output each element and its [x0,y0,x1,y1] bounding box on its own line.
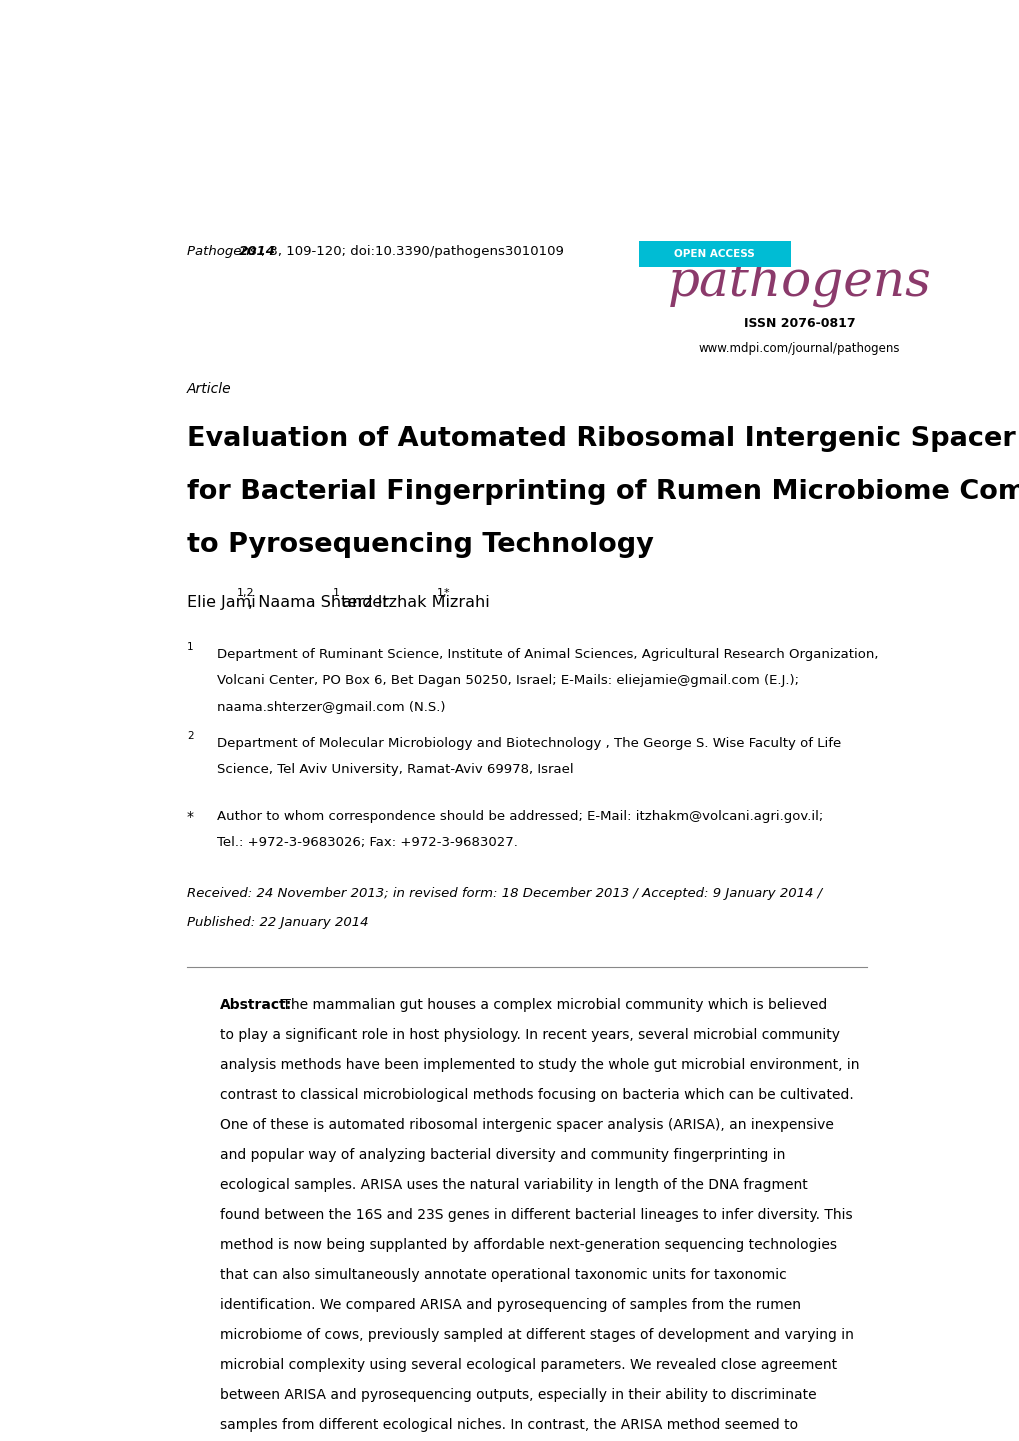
Text: 2: 2 [186,731,194,741]
Text: ecological samples. ARISA uses the natural variability in length of the DNA frag: ecological samples. ARISA uses the natur… [220,1179,807,1192]
Text: Published: 22 January 2014: Published: 22 January 2014 [186,916,368,929]
Text: , 3, 109-120; doi:10.3390/pathogens3010109: , 3, 109-120; doi:10.3390/pathogens30101… [261,245,564,258]
Text: One of these is automated ribosomal intergenic spacer analysis (ARISA), an inexp: One of these is automated ribosomal inte… [220,1118,834,1133]
Text: Pathogens: Pathogens [186,245,261,258]
Text: OPEN ACCESS: OPEN ACCESS [674,249,754,259]
Text: microbial complexity using several ecological parameters. We revealed close agre: microbial complexity using several ecolo… [220,1357,837,1372]
Text: pathogens: pathogens [666,258,930,307]
Text: analysis methods have been implemented to study the whole gut microbial environm: analysis methods have been implemented t… [220,1058,859,1072]
Text: that can also simultaneously annotate operational taxonomic units for taxonomic: that can also simultaneously annotate op… [220,1268,786,1282]
Text: found between the 16S and 23S genes in different bacterial lineages to infer div: found between the 16S and 23S genes in d… [220,1208,852,1222]
Text: identification. We compared ARISA and pyrosequencing of samples from the rumen: identification. We compared ARISA and py… [220,1298,800,1311]
Text: microbiome of cows, previously sampled at different stages of development and va: microbiome of cows, previously sampled a… [220,1329,853,1342]
FancyBboxPatch shape [638,241,790,267]
Text: samples from different ecological niches. In contrast, the ARISA method seemed t: samples from different ecological niches… [220,1418,797,1432]
Text: Tel.: +972-3-9683026; Fax: +972-3-9683027.: Tel.: +972-3-9683026; Fax: +972-3-968302… [217,836,518,849]
Text: ISSN 2076-0817: ISSN 2076-0817 [743,317,854,330]
Text: Article: Article [186,382,231,395]
Text: www.mdpi.com/journal/pathogens: www.mdpi.com/journal/pathogens [698,342,900,354]
Text: Department of Molecular Microbiology and Biotechnology , The George S. Wise Facu: Department of Molecular Microbiology and… [217,736,841,749]
Text: The mammalian gut houses a complex microbial community which is believed: The mammalian gut houses a complex micro… [277,999,826,1013]
Text: Department of Ruminant Science, Institute of Animal Sciences, Agricultural Resea: Department of Ruminant Science, Institut… [217,648,877,661]
Text: contrast to classical microbiological methods focusing on bacteria which can be : contrast to classical microbiological me… [220,1088,853,1102]
Text: for Bacterial Fingerprinting of Rumen Microbiome Compared: for Bacterial Fingerprinting of Rumen Mi… [186,480,1019,506]
Text: Abstract:: Abstract: [220,999,292,1013]
Text: 1,2: 1,2 [236,588,255,598]
Text: Received: 24 November 2013; in revised form: 18 December 2013 / Accepted: 9 Janu: Received: 24 November 2013; in revised f… [186,888,821,901]
Text: to Pyrosequencing Technology: to Pyrosequencing Technology [186,532,653,559]
Text: to play a significant role in host physiology. In recent years, several microbia: to play a significant role in host physi… [220,1029,840,1042]
Text: 1,: 1, [436,588,447,598]
Text: , Naama Shterzer: , Naama Shterzer [248,595,393,610]
Text: 1: 1 [332,588,339,598]
Text: *: * [443,588,449,598]
Text: and popular way of analyzing bacterial diversity and community fingerprinting in: and popular way of analyzing bacterial d… [220,1148,785,1163]
Text: method is now being supplanted by affordable next-generation sequencing technolo: method is now being supplanted by afford… [220,1238,837,1252]
Text: Evaluation of Automated Ribosomal Intergenic Spacer Analysis: Evaluation of Automated Ribosomal Interg… [186,427,1019,452]
Text: Science, Tel Aviv University, Ramat-Aviv 69978, Israel: Science, Tel Aviv University, Ramat-Aviv… [217,764,573,777]
Text: *: * [186,810,194,824]
Text: Author to whom correspondence should be addressed; E-Mail: itzhakm@volcani.agri.: Author to whom correspondence should be … [217,810,822,823]
Text: and Itzhak Mizrahi: and Itzhak Mizrahi [336,595,494,610]
Text: 2014: 2014 [238,245,276,258]
Text: between ARISA and pyrosequencing outputs, especially in their ability to discrim: between ARISA and pyrosequencing outputs… [220,1388,816,1402]
Text: naama.shterzer@gmail.com (N.S.): naama.shterzer@gmail.com (N.S.) [217,702,445,715]
Text: Volcani Center, PO Box 6, Bet Dagan 50250, Israel; E-Mails: eliejamie@gmail.com : Volcani Center, PO Box 6, Bet Dagan 5025… [217,674,798,687]
Text: Elie Jami: Elie Jami [186,595,261,610]
Text: 1: 1 [186,643,194,653]
